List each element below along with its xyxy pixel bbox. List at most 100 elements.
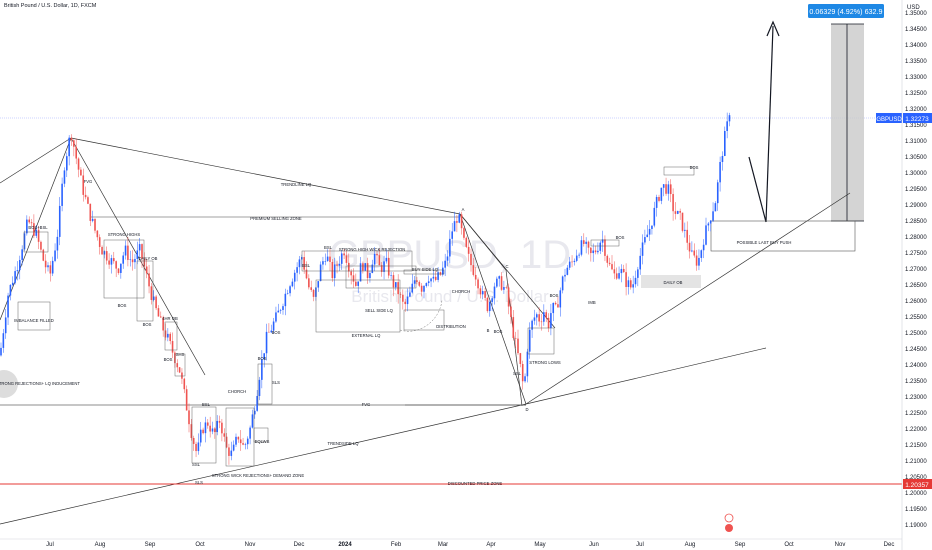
- chart-annotation: SSL: [513, 371, 522, 376]
- candle-body: [176, 363, 179, 368]
- price-tick-label: 1.27500: [905, 251, 927, 257]
- chart-annotation: STRONG WICK REJECTIONS+ DEMAND ZONE: [212, 473, 304, 478]
- candle-body: [632, 284, 634, 288]
- candle-body: [129, 259, 132, 261]
- currency-label[interactable]: USD: [907, 5, 920, 11]
- symbol-tag: [876, 113, 902, 123]
- candle-body: [329, 256, 331, 262]
- candle-body: [681, 212, 684, 231]
- candle-body: [679, 210, 681, 213]
- candle-body: [279, 309, 282, 311]
- candle-body: [44, 260, 47, 268]
- annotation-box: [663, 166, 695, 176]
- candle-body: [333, 264, 336, 279]
- candle-body: [639, 255, 641, 270]
- candle-body: [721, 155, 724, 162]
- candle-body: [272, 321, 275, 331]
- candle-body: [481, 291, 484, 295]
- price-tick-label: 1.34000: [905, 43, 927, 49]
- chart-annotation: BOS: [143, 322, 152, 327]
- candle-body: [183, 378, 186, 390]
- time-tick-label: Dec: [294, 542, 305, 548]
- time-tick-label: Mar: [438, 542, 448, 548]
- candle-body: [98, 237, 101, 247]
- chart-annotation: CHORCH: [228, 389, 246, 394]
- projection-up-line: [765, 25, 774, 223]
- candle-body: [369, 272, 371, 279]
- time-tick-label: Nov: [835, 542, 846, 548]
- candle-body: [214, 428, 216, 433]
- candle-body: [418, 281, 421, 286]
- candle-body: [169, 333, 171, 342]
- current-price-tag: [903, 113, 932, 123]
- candle-body: [427, 281, 430, 284]
- chart-annotation: DAILY OB: [139, 256, 158, 261]
- candle-body: [235, 436, 237, 445]
- daily-ob-zone: [641, 275, 701, 288]
- candle-body: [150, 286, 153, 300]
- candle-body: [263, 353, 265, 360]
- price-tick-label: 1.33500: [905, 59, 927, 65]
- price-tick-label: 1.20500: [905, 475, 927, 481]
- candle-body: [491, 298, 493, 302]
- price-tick-label: 1.19500: [905, 507, 927, 513]
- event-icon[interactable]: [724, 513, 734, 523]
- candle-body: [249, 427, 251, 439]
- candle-body: [625, 272, 627, 287]
- candle-body: [479, 288, 482, 295]
- chart-annotation: TRENDSIDE LQ: [328, 441, 360, 446]
- chart-annotation: TRENDLINE LQ: [281, 182, 312, 187]
- candle-body: [425, 283, 428, 286]
- candle-body: [406, 296, 409, 305]
- candle-body: [385, 257, 388, 262]
- time-tick-label: Aug: [95, 542, 106, 548]
- candle-body: [559, 290, 562, 308]
- candle-body: [557, 304, 559, 308]
- price-axis[interactable]: 1.35000 1.34500 1.34000 1.33500 1.33000 1.325…: [905, 11, 927, 529]
- candle-body: [709, 220, 712, 224]
- candle-body: [336, 264, 338, 266]
- candle-body: [221, 422, 223, 434]
- candle-body: [667, 184, 670, 194]
- candle-body: [449, 238, 451, 257]
- candle-body: [630, 280, 632, 288]
- candle-body: [268, 331, 270, 333]
- discount-price-tag: [903, 479, 932, 489]
- candle-body: [700, 250, 703, 258]
- candle-body: [270, 330, 273, 333]
- candle-body: [211, 428, 214, 432]
- candle-body: [207, 422, 209, 426]
- chart-annotation: D: [525, 407, 528, 412]
- candle-body: [627, 280, 630, 287]
- candle-body: [545, 312, 547, 318]
- candle-body: [561, 276, 564, 291]
- candle-body: [218, 420, 221, 423]
- candle-body: [442, 267, 444, 275]
- candle-body: [195, 443, 197, 452]
- price-tick-label: 1.25500: [905, 315, 927, 321]
- chart-annotation: IMBALANCE FILLED: [14, 318, 54, 323]
- candle-body: [258, 379, 261, 396]
- candle-body: [536, 314, 538, 318]
- candle-body: [531, 320, 533, 330]
- candle-body: [554, 302, 557, 305]
- candle-body: [691, 250, 693, 252]
- target-label-box[interactable]: [808, 4, 884, 18]
- candle-body: [348, 262, 350, 272]
- candle-body: [712, 211, 714, 221]
- candle-body: [289, 286, 291, 294]
- candle-body: [378, 255, 381, 266]
- candle-body: [251, 414, 254, 428]
- event-icon-inner[interactable]: [725, 524, 733, 532]
- time-axis[interactable]: Jul Aug Sep Oct Nov Dec 2024 Feb Mar Apr May Jun Jul…: [46, 542, 894, 548]
- candle-body: [291, 281, 294, 287]
- candle-body: [33, 223, 35, 236]
- candle-body: [357, 281, 359, 286]
- price-tick-label: 1.31000: [905, 139, 927, 145]
- candle-body: [423, 285, 425, 292]
- candle-body: [75, 146, 77, 159]
- candle-body: [587, 241, 590, 248]
- candle-body: [615, 273, 618, 279]
